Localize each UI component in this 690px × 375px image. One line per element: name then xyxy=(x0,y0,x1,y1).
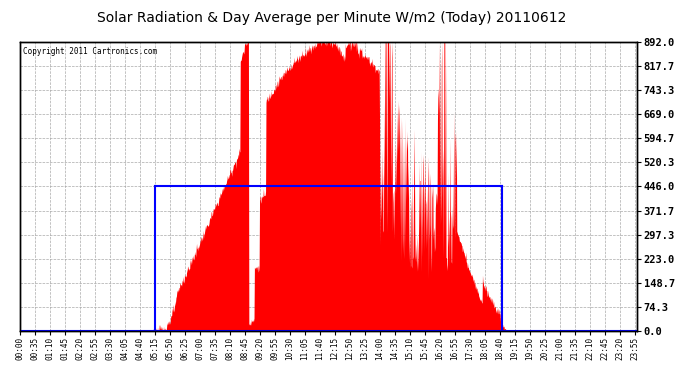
Text: Solar Radiation & Day Average per Minute W/m2 (Today) 20110612: Solar Radiation & Day Average per Minute… xyxy=(97,11,566,25)
Text: Copyright 2011 Cartronics.com: Copyright 2011 Cartronics.com xyxy=(23,47,157,56)
